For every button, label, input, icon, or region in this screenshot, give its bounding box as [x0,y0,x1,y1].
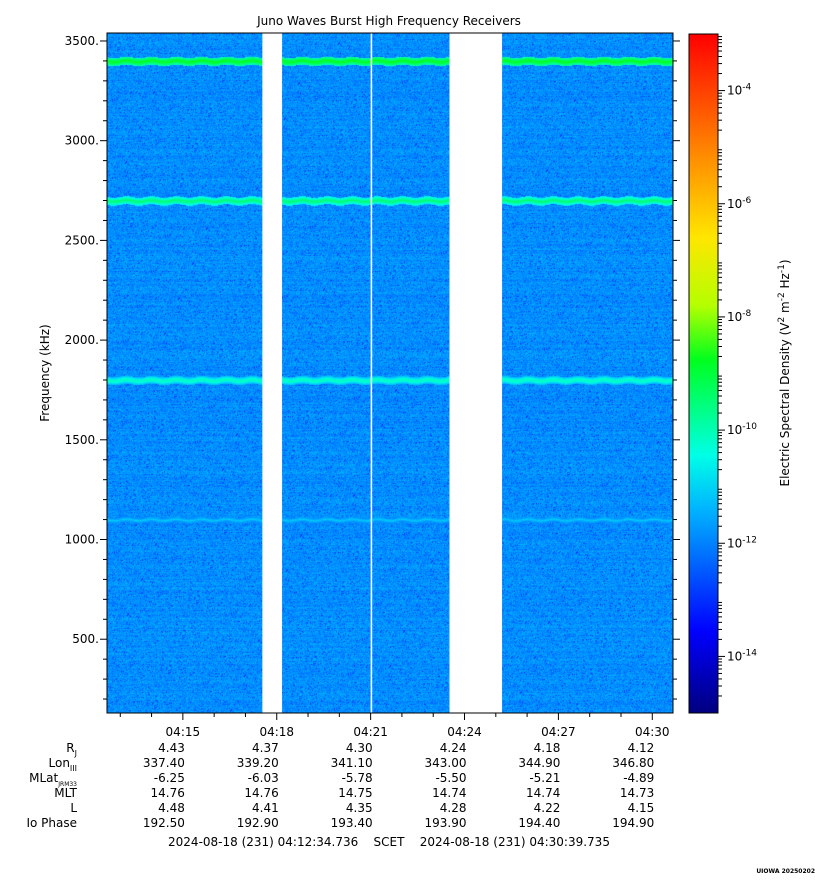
data-gap [370,33,373,713]
ephemeris-value: 4.37 [252,741,279,755]
ephemeris-value: 14.76 [244,786,278,800]
x-tick-label: 04:21 [353,725,388,739]
x-tick-label: 04:24 [447,725,482,739]
ephemeris-value: 194.90 [612,816,654,830]
ephemeris-value: 4.43 [158,741,185,755]
colorbar-ticks: 10-14 10-12 10-10 10-8 10-6 10-4 [718,36,757,697]
ephemeris-value: -5.50 [435,771,466,785]
ephemeris-value: 4.35 [346,801,373,815]
ephemeris-value: 14.73 [620,786,654,800]
ephemeris-value: 4.15 [628,801,655,815]
ephemeris-label: L [70,801,77,815]
ephemeris-value: 339.20 [237,756,279,770]
ephemeris-value: -5.21 [529,771,560,785]
ephemeris-value: 4.30 [346,741,373,755]
colorbar-tick-label: 10-10 [727,422,757,437]
uiowa-stamp: UIOWA 20250202 [756,868,815,875]
ephemeris-value: 346.80 [612,756,654,770]
ephemeris-value: 4.24 [440,741,467,755]
ephemeris-value: 193.90 [425,816,467,830]
ephemeris-value: -5.78 [342,771,373,785]
ephemeris-value: 14.75 [338,786,372,800]
y-tick-label: 500. [72,632,99,646]
y-tick-label: 1500. [65,433,99,447]
ephemeris-value: -6.03 [248,771,279,785]
ephemeris-value: -4.89 [623,771,654,785]
data-gap [262,33,283,713]
ephemeris-value: 192.90 [237,816,279,830]
colorbar-tick-label: 10-4 [727,83,752,98]
ephemeris-value: 192.50 [143,816,185,830]
x-tick-label: 04:15 [166,725,201,739]
y-axis-label: Frequency (kHz) [38,324,52,421]
ephemeris-value: 14.74 [526,786,560,800]
x-tick-label: 04:30 [635,725,670,739]
ephemeris-value: 194.40 [518,816,560,830]
ephemeris-label: MLatJRM33 [29,771,77,788]
data-gap [449,33,503,713]
time-span-footer: 2024-08-18 (231) 04:12:34.736 SCET 2024-… [168,835,610,849]
ephemeris-value: 193.40 [331,816,373,830]
chart-title: Juno Waves Burst High Frequency Receiver… [256,14,521,28]
colorbar: 10-14 10-12 10-10 10-8 10-6 10-4 Electric Spe… [688,33,792,714]
y-tick-label: 3500. [65,34,99,48]
y-tick-label: 2500. [65,233,99,247]
ephemeris-value: 337.40 [143,756,185,770]
ephemeris-label: RJ [66,741,77,758]
ephemeris-table: RJ 4.43 4.37 4.30 4.24 4.18 4.12 LonIII 337.40 33… [26,741,654,830]
ephemeris-label: LonIII [49,756,78,773]
x-axis: 04:15 04:18 04:21 04:24 04:27 04:30 [119,713,670,739]
ephemeris-label: MLT [54,786,77,800]
ephemeris-label: Io Phase [26,816,77,830]
colorbar-label-main: Electric Spectral Density [778,339,792,486]
colorbar-gradient [688,33,719,714]
y-tick-label: 1000. [65,533,99,547]
ephemeris-value: 4.48 [158,801,185,815]
ephemeris-value: 14.74 [432,786,466,800]
data-gaps [262,33,503,713]
x-tick-label: 04:18 [259,725,294,739]
ephemeris-value: 344.90 [518,756,560,770]
ephemeris-value: 14.76 [150,786,184,800]
ephemeris-value: 4.22 [534,801,561,815]
spectrogram-image [107,33,673,713]
colorbar-tick-label: 10-8 [727,309,752,324]
ephemeris-value: 341.10 [331,756,373,770]
y-tick-label: 3000. [65,134,99,148]
colorbar-label: Electric Spectral Density (V2 m-2 Hz-1) [777,259,792,486]
ephemeris-value: 4.41 [252,801,279,815]
colorbar-label-units: (V [778,322,792,336]
ephemeris-value: 4.12 [628,741,655,755]
ephemeris-value: 343.00 [425,756,467,770]
ephemeris-value: 4.28 [440,801,467,815]
plot-frame [106,32,674,714]
y-axis: 500. 1000. 1500. 2000. 2500. 3000. 3500. [65,34,680,700]
y-tick-label: 2000. [65,333,99,347]
spectrogram-plot-area [106,32,674,714]
colorbar-tick-label: 10-14 [727,648,757,663]
ephemeris-value: 4.18 [534,741,561,755]
colorbar-tick-label: 10-6 [727,196,752,211]
x-tick-label: 04:27 [541,725,576,739]
ephemeris-value: -6.25 [154,771,185,785]
colorbar-tick-label: 10-12 [727,535,757,550]
